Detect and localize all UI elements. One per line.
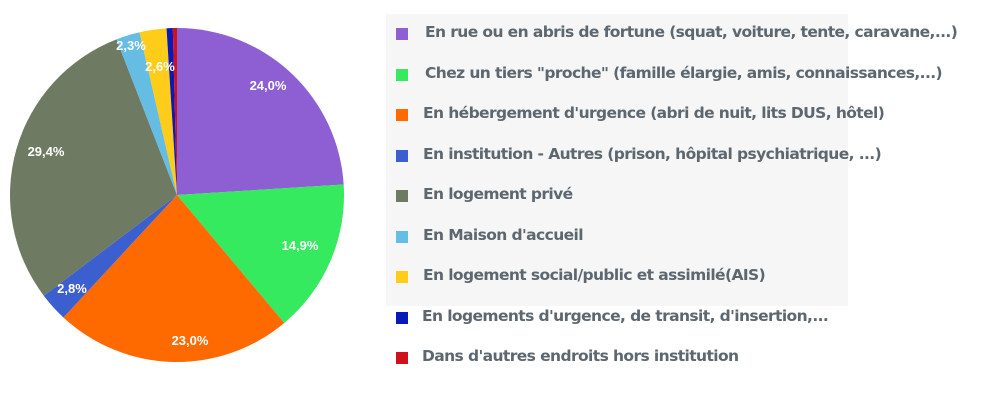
- legend-swatch-6: [396, 230, 408, 243]
- legend-label-7: En logement social/public et assimilé(AI…: [423, 266, 766, 284]
- pie-slice-5: [9, 39, 177, 296]
- legend-item-9: Dans d'autres endroits hors institution: [396, 340, 996, 381]
- legend-item-1: En rue ou en abris de fortune (squat, vo…: [396, 16, 996, 57]
- legend-label-2: Chez un tiers "proche" (famille élargie,…: [425, 63, 943, 82]
- pie-slice-7: [139, 28, 177, 195]
- slice-label-2: 14,9%: [282, 238, 319, 253]
- pie-slices: [9, 27, 344, 362]
- pie-slice-3: [63, 195, 285, 362]
- legend-label-8: En logements d'urgence, de transit, d'in…: [422, 306, 829, 325]
- pie-slice-4: [43, 195, 177, 318]
- legend-swatch-1: [396, 28, 408, 40]
- pie-slice-6: [116, 32, 177, 195]
- legend-background: [386, 14, 848, 306]
- legend-label-3: En hébergement d'urgence (abri de nuit, …: [423, 104, 885, 122]
- legend-item-2: Chez un tiers "proche" (famille élargie,…: [396, 57, 996, 98]
- legend-swatch-2: [396, 68, 408, 81]
- legend-item-3: En hébergement d'urgence (abri de nuit, …: [396, 97, 996, 138]
- legend-label-4: En institution - Autres (prison, hôpital…: [423, 144, 882, 163]
- pie-slice-9: [172, 27, 177, 195]
- pie-slice-1: [177, 28, 344, 195]
- legend-swatch-5: [396, 190, 408, 202]
- legend-label-6: En Maison d'accueil: [423, 225, 584, 244]
- slice-label-3: 23,0%: [172, 333, 209, 348]
- legend-label-5: En logement privé: [423, 185, 573, 203]
- slice-label-7: 2,6%: [145, 59, 175, 74]
- legend-swatch-4: [396, 149, 408, 162]
- pie-slice-2: [177, 184, 344, 323]
- legend-item-7: En logement social/public et assimilé(AI…: [396, 259, 996, 300]
- legend-item-8: En logements d'urgence, de transit, d'in…: [396, 300, 996, 341]
- legend-swatch-7: [396, 271, 408, 283]
- legend-label-9: Dans d'autres endroits hors institution: [422, 347, 739, 365]
- slice-label-4: 2,8%: [57, 281, 87, 296]
- legend: En rue ou en abris de fortune (squat, vo…: [396, 16, 996, 381]
- pie-chart: 24,0% 14,9% 23,0% 2,8% 29,4% 2,3% 2,6%: [9, 27, 344, 362]
- legend-item-5: En logement privé: [396, 178, 996, 219]
- pie-slice-8: [166, 28, 177, 195]
- legend-swatch-8: [396, 311, 408, 324]
- slice-label-5: 29,4%: [28, 144, 65, 159]
- pie-labels: 24,0% 14,9% 23,0% 2,8% 29,4% 2,3% 2,6%: [28, 38, 319, 348]
- legend-item-6: En Maison d'accueil: [396, 219, 996, 260]
- legend-swatch-3: [396, 109, 408, 121]
- legend-label-1: En rue ou en abris de fortune (squat, vo…: [425, 23, 958, 41]
- legend-swatch-9: [396, 352, 408, 364]
- slice-label-6: 2,3%: [116, 38, 146, 53]
- legend-item-4: En institution - Autres (prison, hôpital…: [396, 138, 996, 179]
- slice-label-1: 24,0%: [250, 78, 287, 93]
